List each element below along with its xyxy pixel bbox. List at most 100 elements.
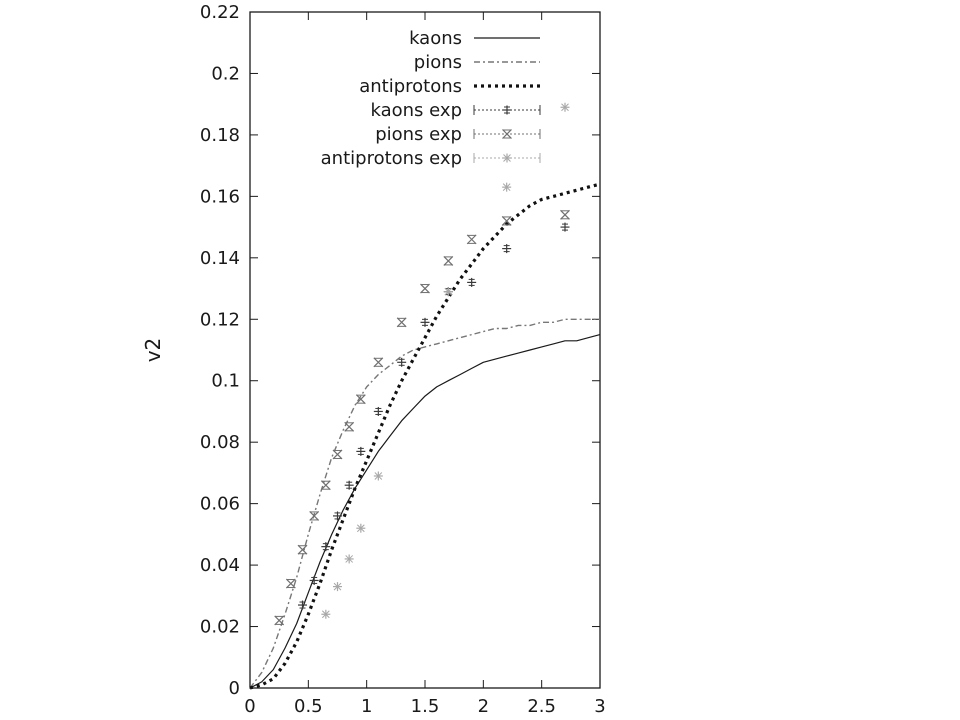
- marker-stroke: [297, 544, 308, 555]
- legend-marker-pions-exp: [502, 129, 512, 139]
- series-layer: [249, 102, 601, 690]
- x-tick-label: 3: [594, 696, 605, 717]
- y-tick-label: 0.1: [211, 371, 240, 392]
- data-point-antiprotons-exp: [443, 287, 453, 297]
- data-point-antiprotons-exp: [373, 471, 383, 481]
- x-tick-label: 1: [361, 696, 372, 717]
- data-point-pions-exp: [466, 234, 477, 245]
- y-tick-label: 0.18: [200, 125, 240, 146]
- series-kaons-exp: [298, 222, 570, 610]
- data-point-pions-exp: [501, 216, 512, 226]
- axes: 0 0.02 0.04 0.06 0.08 0.1 0.12 0.14 0.16 0.18 0.2 0…: [200, 2, 606, 717]
- data-point-kaons-exp: [420, 317, 430, 327]
- data-point-kaons-exp: [560, 222, 570, 232]
- legend-item-pions: pions: [414, 52, 540, 73]
- marker-stroke: [332, 449, 343, 460]
- data-point-pions-exp: [443, 255, 454, 266]
- data-point-antiprotons-exp: [502, 182, 512, 192]
- y-tick-label: 0.2: [211, 63, 240, 84]
- data-point-antiprotons-exp: [560, 102, 570, 112]
- y-tick-label: 0.14: [200, 248, 240, 269]
- y-tick-label: 0.12: [200, 309, 240, 330]
- legend-label: kaons: [409, 28, 462, 49]
- marker-stroke: [444, 287, 453, 296]
- marker-stroke: [345, 555, 354, 563]
- marker-stroke: [321, 610, 330, 619]
- x-tick-label: 2.5: [527, 696, 556, 717]
- y-tick-label: 0.22: [200, 2, 240, 23]
- marker-stroke: [285, 578, 296, 589]
- data-point-pions-exp: [332, 449, 343, 460]
- marker-stroke: [466, 234, 477, 245]
- series-line-kaons: [249, 334, 601, 689]
- marker-stroke: [274, 615, 285, 626]
- y-tick-label: 0.06: [200, 494, 240, 515]
- legend-marker-antiprotons-exp: [502, 153, 512, 163]
- legend-label: kaons exp: [371, 100, 463, 121]
- data-point-pions-exp: [285, 578, 296, 589]
- data-point-pions-exp: [344, 421, 355, 432]
- y-tick-label: 0.08: [200, 432, 240, 453]
- data-point-kaons-exp: [356, 446, 366, 456]
- data-point-kaons-exp: [298, 600, 307, 610]
- y-tick-label: 0.02: [200, 617, 240, 638]
- data-point-pions-exp: [355, 394, 366, 405]
- data-point-antiprotons-exp: [356, 523, 366, 533]
- data-point-antiprotons-exp: [333, 582, 342, 592]
- data-point-kaons-exp: [344, 480, 354, 490]
- x-tick-label: 1.5: [411, 696, 440, 717]
- marker-stroke: [561, 103, 569, 112]
- data-point-kaons-exp: [309, 575, 319, 585]
- data-point-pions-exp: [320, 480, 331, 491]
- marker-stroke: [355, 394, 366, 405]
- legend-item-kaons-exp: kaons exp: [371, 100, 541, 121]
- series-antiprotons-exp: [321, 102, 570, 619]
- data-point-pions-exp: [396, 317, 407, 328]
- marker-stroke: [356, 524, 365, 533]
- marker-stroke: [502, 129, 512, 139]
- legend-item-kaons: kaons: [409, 28, 540, 49]
- data-point-kaons-exp: [333, 511, 342, 521]
- data-point-pions-exp: [373, 357, 384, 368]
- series-line-pions: [249, 318, 600, 689]
- marker-stroke: [344, 421, 355, 432]
- data-point-pions-exp: [309, 511, 320, 521]
- legend-label: antiprotons exp: [321, 148, 462, 169]
- data-point-kaons-exp: [321, 542, 331, 552]
- x-tick-label: 2: [478, 696, 489, 717]
- marker-stroke: [501, 216, 512, 226]
- y-tick-label: 0.16: [200, 186, 240, 207]
- x-tick-label: 0: [244, 696, 255, 717]
- marker-stroke: [502, 183, 511, 191]
- series-pions-exp: [274, 209, 570, 626]
- legend-item-antiprotons-exp: antiprotons exp: [321, 148, 541, 169]
- data-point-antiprotons-exp: [344, 554, 354, 564]
- marker-stroke: [560, 209, 570, 220]
- marker-stroke: [420, 283, 430, 294]
- marker-stroke: [320, 480, 331, 491]
- legend-label: antiprotons: [359, 76, 462, 97]
- legend-item-pions-exp: pions exp: [375, 124, 541, 145]
- marker-stroke: [309, 511, 320, 521]
- data-point-kaons-exp: [502, 244, 512, 254]
- plot-border: [249, 11, 601, 689]
- x-tick-label: 0.5: [294, 696, 323, 717]
- data-point-pions-exp: [420, 283, 430, 294]
- data-point-kaons-exp: [467, 277, 477, 287]
- plot-frame: [249, 11, 601, 689]
- marker-stroke: [396, 317, 407, 328]
- data-point-pions-exp: [297, 544, 308, 555]
- series-kaons: [249, 334, 601, 689]
- marker-stroke: [503, 154, 511, 162]
- series-line-antiprotons: [249, 182, 601, 690]
- legend-label: pions exp: [375, 124, 462, 145]
- data-point-antiprotons-exp: [321, 609, 331, 619]
- legend-label: pions: [414, 52, 462, 73]
- data-point-kaons-exp: [373, 406, 383, 416]
- data-point-pions-exp: [560, 209, 570, 220]
- series-antiprotons: [249, 182, 601, 690]
- y-tick-label: 0.04: [200, 555, 240, 576]
- marker-stroke: [373, 357, 384, 368]
